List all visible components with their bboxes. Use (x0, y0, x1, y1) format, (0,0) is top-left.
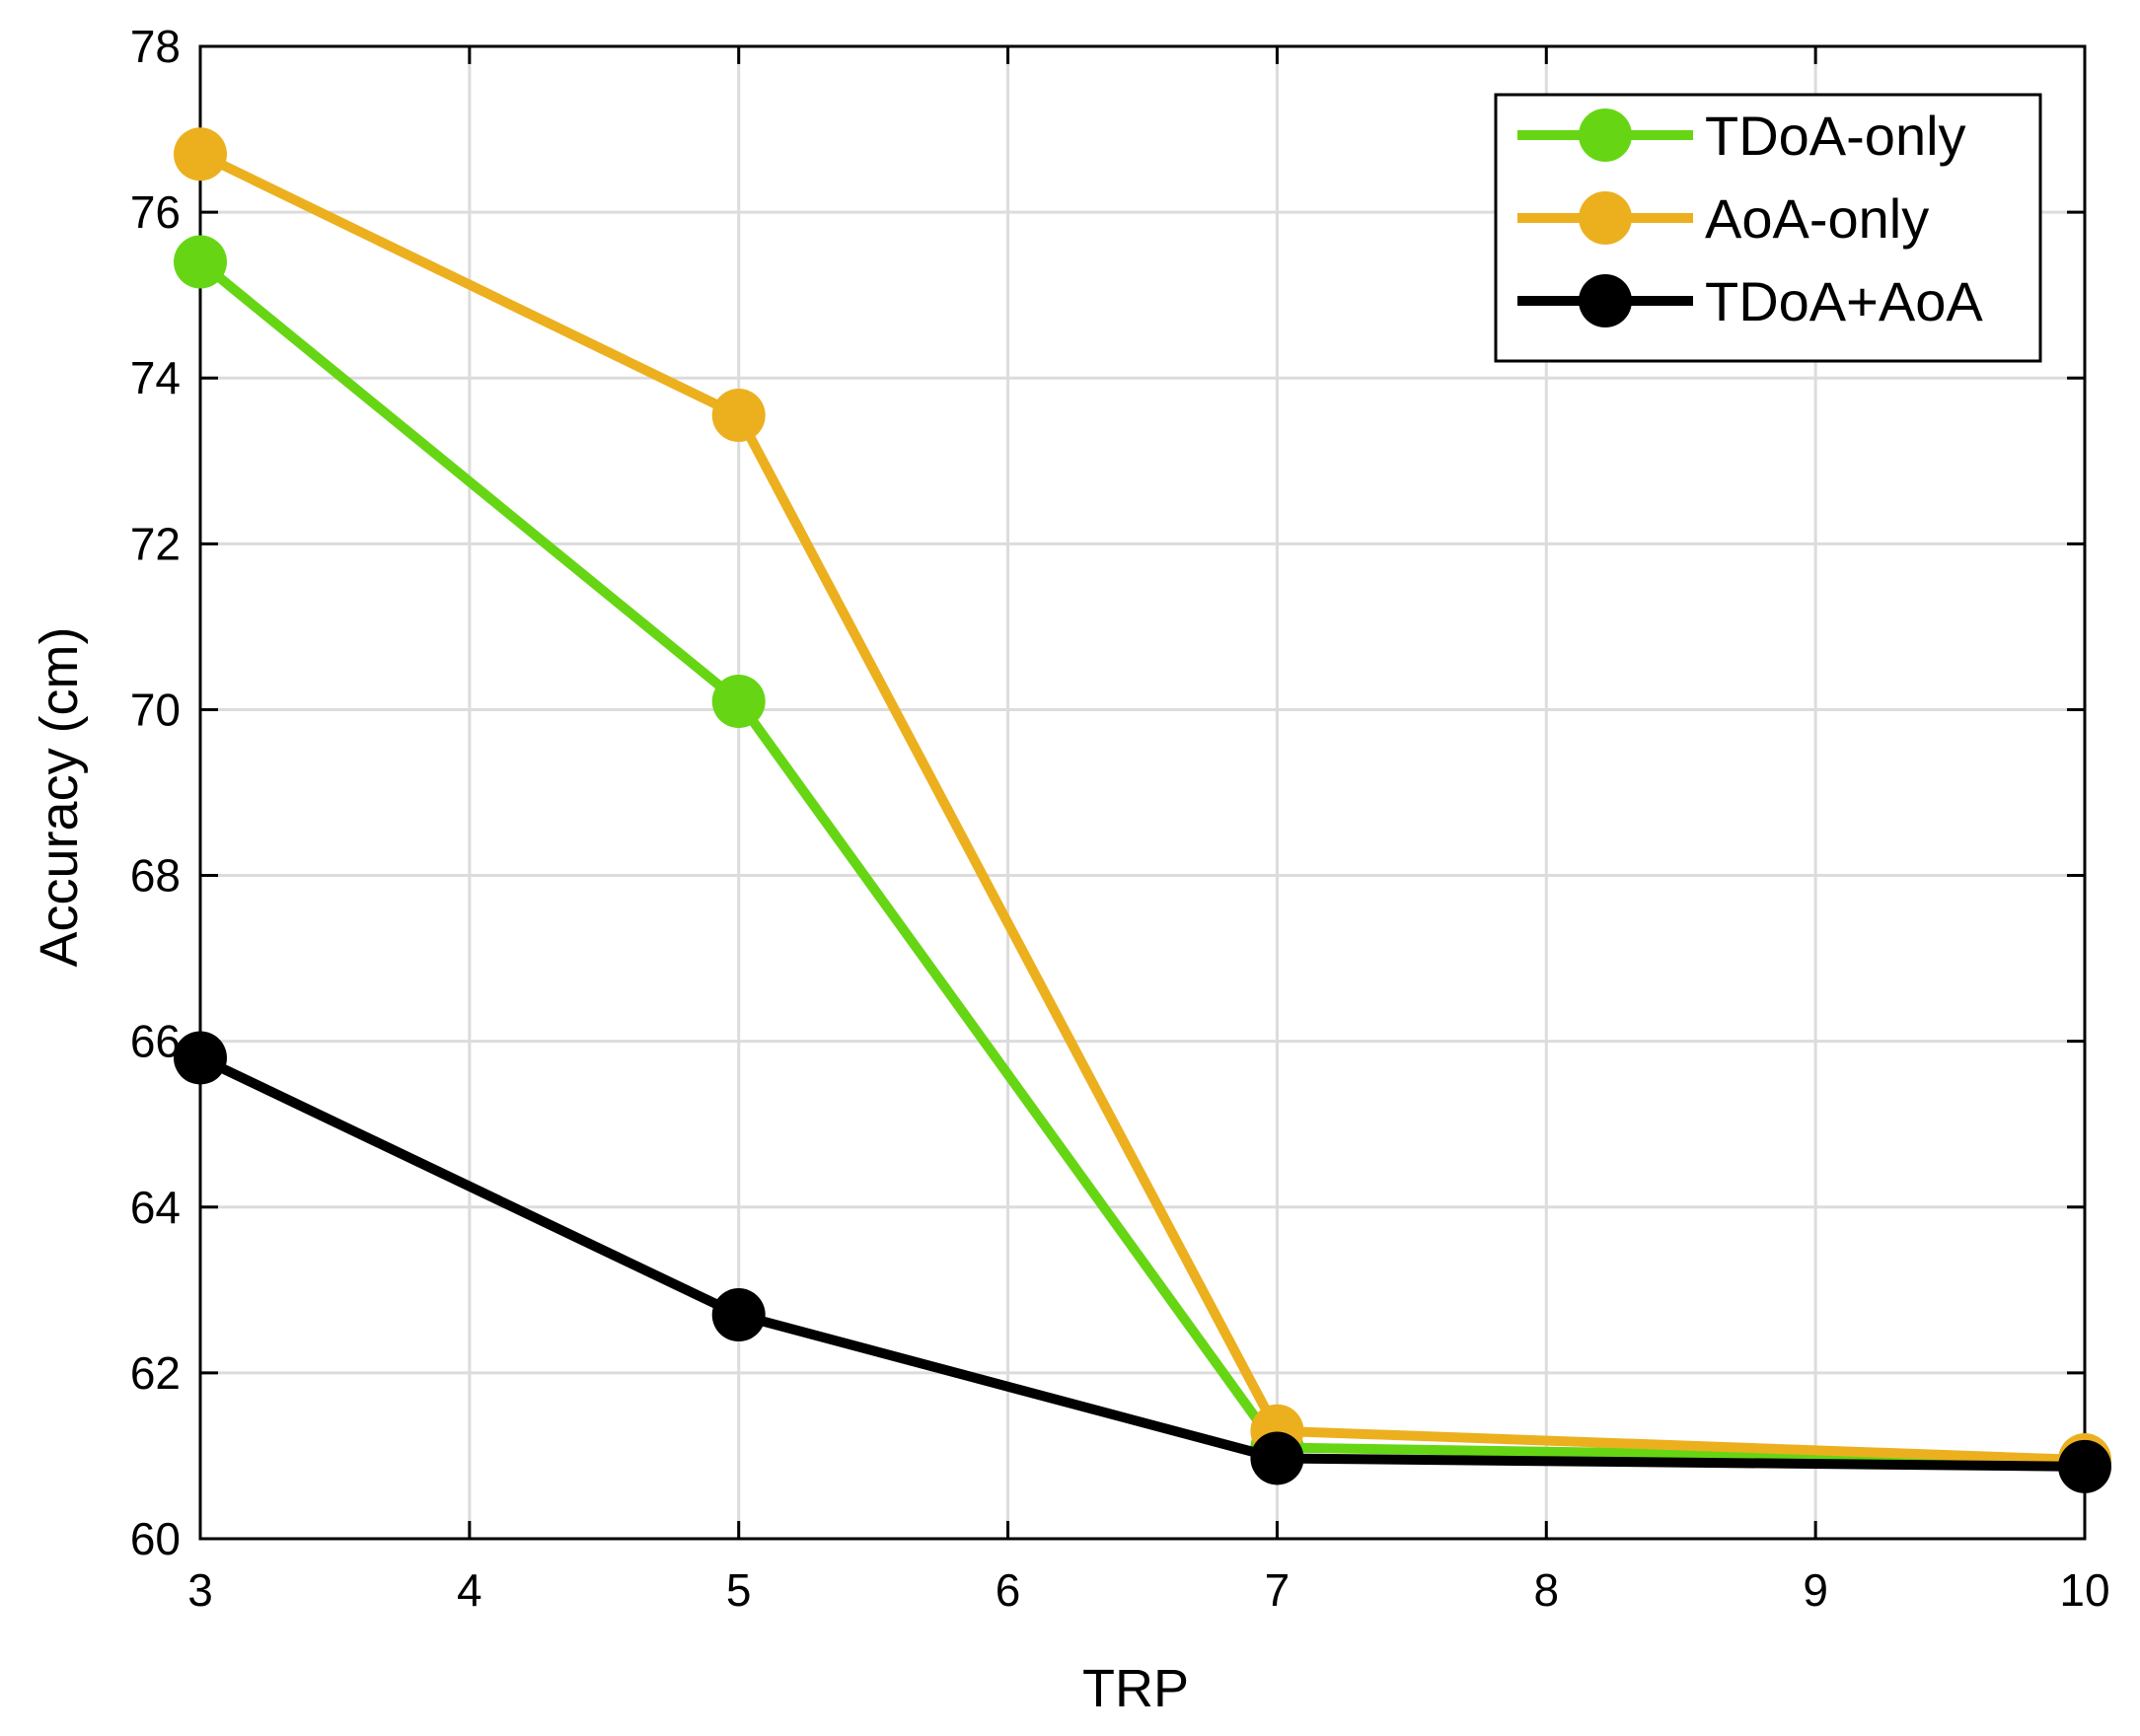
y-tick-label: 64 (130, 1182, 181, 1233)
x-tick-label: 8 (1533, 1564, 1559, 1616)
data-point-aoa-only (711, 389, 766, 443)
data-point-tdoa-aoa (2058, 1439, 2111, 1493)
series-line-aoa-only (195, 149, 2090, 1466)
data-point-tdoa-only (174, 235, 227, 289)
data-point-tdoa-only (711, 675, 766, 729)
x-tick-label: 5 (726, 1564, 752, 1616)
x-tick-label: 9 (1803, 1564, 1828, 1616)
series-line-tdoa-only (195, 256, 2090, 1466)
legend-label-aoa-only: AoA-only (1705, 187, 1929, 250)
legend-marker-tdoa-aoa (1579, 274, 1632, 327)
x-axis-label: TRP (1082, 1659, 1189, 1718)
y-tick-label: 78 (130, 21, 181, 72)
y-tick-label: 74 (130, 352, 181, 403)
x-tick-label: 4 (457, 1564, 482, 1616)
legend-marker-tdoa-only (1579, 108, 1632, 162)
x-tick-label: 6 (996, 1564, 1021, 1616)
series-line-tdoa-aoa (195, 1052, 2090, 1472)
data-point-tdoa-aoa (711, 1288, 766, 1342)
series (174, 127, 2111, 1493)
data-point-tdoa-aoa (1250, 1431, 1304, 1485)
y-tick-label: 68 (130, 850, 181, 902)
x-tick-label: 7 (1265, 1564, 1291, 1616)
series-tdoa-aoa (174, 1031, 2111, 1493)
data-point-aoa-only (174, 127, 227, 181)
data-point-tdoa-aoa (174, 1031, 227, 1085)
legend-label-tdoa-only: TDoA-only (1705, 105, 1966, 167)
y-axis-label: Accuracy (cm) (30, 626, 89, 967)
plot-area-frame (198, 44, 2087, 1541)
legend: TDoA-only AoA-only TDoA+AoA (1494, 93, 2042, 363)
x-tick-label: 3 (187, 1564, 213, 1616)
y-tick-label: 66 (130, 1016, 181, 1067)
legend-marker-aoa-only (1579, 191, 1632, 245)
y-tick-label: 70 (130, 684, 181, 735)
y-tick-label: 76 (130, 186, 181, 238)
y-tick-label: 60 (130, 1513, 181, 1564)
y-tick-label: 62 (130, 1347, 181, 1399)
legend-label-tdoa-aoa: TDoA+AoA (1705, 270, 1983, 332)
x-tick-label: 10 (2059, 1564, 2109, 1616)
y-tick-label: 72 (130, 518, 181, 569)
